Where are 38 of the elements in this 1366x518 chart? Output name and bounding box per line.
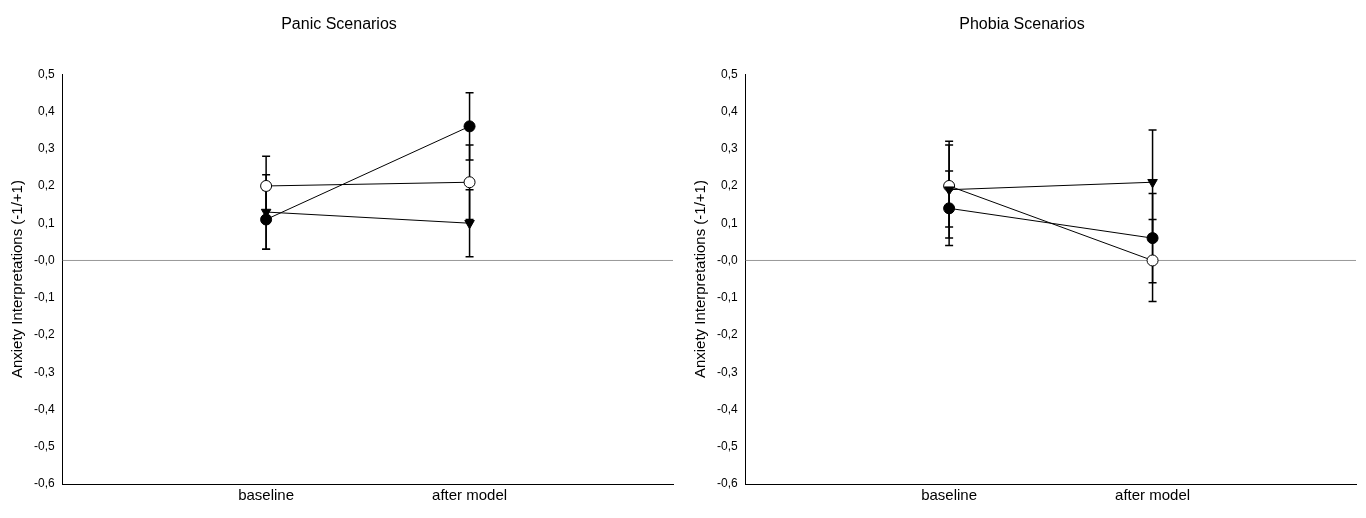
x-tick-label: after model xyxy=(432,486,508,504)
y-axis-title: Anxiety Interpretations (-1/+1) xyxy=(8,180,26,379)
y-tick-label: -0,6 xyxy=(716,476,738,491)
chart-title: Phobia Scenarios xyxy=(959,15,1085,33)
point xyxy=(1146,254,1159,267)
y-tick-label: -0,2 xyxy=(33,327,55,342)
y-tick-label: -0,0 xyxy=(33,252,55,267)
y-tick-label: -0,1 xyxy=(33,290,55,305)
y-tick-label: 0,3 xyxy=(720,141,738,156)
y-tick-label: -0,4 xyxy=(716,401,738,416)
x-tick-label: baseline xyxy=(921,486,978,504)
y-tick-label: -0,1 xyxy=(716,290,738,305)
y-axis-title: Anxiety Interpretations (-1/+1) xyxy=(691,180,709,379)
point xyxy=(1146,232,1159,245)
point xyxy=(463,120,476,133)
point xyxy=(463,176,476,189)
y-tick-label: -0,3 xyxy=(33,364,55,379)
y-tick-label: 0,2 xyxy=(37,178,55,193)
point xyxy=(260,179,273,192)
y-tick-label: -0,3 xyxy=(716,364,738,379)
y-tick-label: 0,5 xyxy=(720,66,738,81)
y-tick-label: -0,0 xyxy=(716,252,738,267)
y-tick-label: 0,5 xyxy=(37,66,55,81)
y-tick-label: 0,4 xyxy=(37,103,55,118)
x-tick-label: after model xyxy=(1115,486,1191,504)
x-tick-label: baseline xyxy=(238,486,295,504)
y-tick-label: 0,1 xyxy=(720,215,738,230)
y-tick-label: -0,5 xyxy=(33,439,55,454)
y-tick-label: -0,2 xyxy=(716,327,738,342)
y-tick-label: 0,3 xyxy=(37,141,55,156)
y-tick-label: 0,4 xyxy=(720,103,738,118)
y-tick-label: -0,6 xyxy=(33,476,55,491)
y-tick-label: -0,5 xyxy=(716,439,738,454)
y-tick-label: -0,4 xyxy=(33,401,55,416)
point xyxy=(943,202,956,215)
y-tick-label: 0,1 xyxy=(37,215,55,230)
chart-title: Panic Scenarios xyxy=(281,15,397,33)
y-tick-label: 0,2 xyxy=(720,178,738,193)
